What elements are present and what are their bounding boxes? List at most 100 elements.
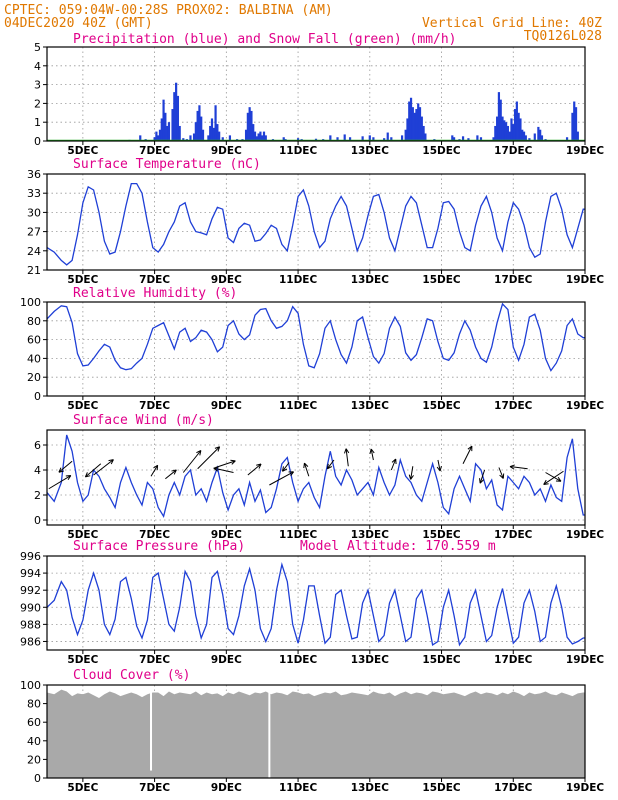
precip-bar bbox=[158, 129, 162, 141]
x-tick-label: 19DEC bbox=[566, 782, 605, 794]
precip-bar bbox=[372, 137, 375, 141]
precip-bar bbox=[189, 135, 192, 141]
precip-bar bbox=[252, 124, 255, 141]
precip-bar bbox=[467, 138, 470, 141]
y-tick-label: 33 bbox=[27, 187, 41, 200]
precip-bar bbox=[153, 137, 156, 141]
precip-bar bbox=[492, 137, 495, 141]
y-tick-label: 992 bbox=[20, 584, 41, 597]
precip-bar bbox=[160, 118, 163, 141]
wind-vector bbox=[85, 463, 102, 478]
wind-vector bbox=[213, 467, 234, 473]
y-tick-label: 20 bbox=[27, 371, 41, 384]
precip-bar bbox=[218, 131, 221, 141]
panel-title-wind: Surface Wind (m/s) bbox=[73, 413, 214, 428]
wind-vector bbox=[545, 472, 562, 482]
y-tick-label: 2 bbox=[34, 489, 41, 502]
precip-bar bbox=[178, 125, 181, 141]
precip-bar bbox=[296, 138, 300, 141]
precip-bar bbox=[411, 107, 414, 141]
panel-precip bbox=[43, 46, 586, 145]
x-tick-label: 9DEC bbox=[211, 274, 242, 286]
precip-bar bbox=[510, 118, 513, 141]
precip-bar bbox=[336, 137, 339, 141]
precip-bar bbox=[533, 133, 536, 141]
precip-bar bbox=[200, 116, 203, 141]
x-tick-label: 17DEC bbox=[494, 274, 533, 286]
wind-vector-head bbox=[509, 464, 515, 470]
wind-vector bbox=[269, 471, 294, 486]
y-tick-label: 2 bbox=[34, 97, 41, 110]
wind-vector-head bbox=[555, 476, 562, 482]
precip-bar bbox=[244, 129, 248, 141]
precip-bar bbox=[422, 125, 425, 141]
precip-bar bbox=[162, 99, 165, 141]
precip-bar bbox=[413, 112, 416, 141]
cloud-area bbox=[47, 689, 585, 778]
panel-title-rh: Relative Humidity (%) bbox=[73, 286, 237, 301]
panel-frame-rh bbox=[46, 301, 586, 397]
panel-frame-cloud bbox=[46, 684, 586, 779]
wind-vector-head bbox=[303, 462, 309, 469]
wind-vector bbox=[498, 467, 504, 479]
precip-bar bbox=[408, 101, 411, 141]
precip-bar bbox=[517, 112, 520, 141]
wind-vector bbox=[215, 460, 236, 468]
wind-vector bbox=[462, 445, 473, 464]
x-tick-label: 17DEC bbox=[494, 529, 533, 541]
panel-frame-precip bbox=[46, 46, 586, 142]
precip-bar bbox=[171, 109, 174, 141]
wind-vector-head bbox=[499, 473, 505, 479]
precip-bar bbox=[253, 131, 257, 141]
y-tick-label: 24 bbox=[27, 245, 41, 258]
header-line3-right: TQ0126L028 bbox=[524, 29, 602, 44]
y-tick-label: 30 bbox=[27, 206, 41, 219]
precip-bar bbox=[201, 129, 205, 141]
header-line2-left: 04DEC2020 40Z (GMT) bbox=[4, 16, 153, 31]
y-tick-label: 60 bbox=[27, 334, 41, 347]
x-tick-label: 5DEC bbox=[67, 782, 98, 794]
wind-vector-head bbox=[196, 450, 202, 456]
precip-bar bbox=[157, 135, 160, 141]
precip-bar bbox=[192, 133, 196, 141]
precip-bar bbox=[196, 110, 199, 141]
precip-bar bbox=[539, 129, 542, 141]
x-tick-label: 7DEC bbox=[139, 529, 170, 541]
precip-bar bbox=[209, 125, 212, 141]
wind-vector-head bbox=[436, 466, 442, 472]
x-tick-label: 19DEC bbox=[566, 274, 605, 286]
wind-vector-head bbox=[171, 469, 177, 475]
y-tick-label: 80 bbox=[27, 698, 41, 711]
x-tick-label: 17DEC bbox=[494, 782, 533, 794]
precip-bar bbox=[571, 112, 574, 141]
y-tick-label: 996 bbox=[20, 550, 41, 563]
y-tick-label: 988 bbox=[20, 618, 41, 631]
precip-bar bbox=[522, 131, 526, 141]
precip-bar bbox=[228, 135, 232, 141]
precip-bar bbox=[409, 97, 413, 141]
precip-bar bbox=[198, 105, 201, 141]
wind-vector-head bbox=[467, 445, 473, 452]
wind-vector bbox=[182, 450, 202, 473]
x-tick-label: 13DEC bbox=[351, 400, 390, 412]
y-tick-label: 994 bbox=[20, 567, 41, 580]
precip-bar bbox=[417, 103, 420, 141]
wind-vector bbox=[326, 459, 335, 470]
y-tick-label: 986 bbox=[20, 635, 41, 648]
panel-frame-pressure bbox=[46, 555, 586, 651]
panel-title-pressure: Surface Pressure (hPa) bbox=[73, 539, 245, 554]
precip-bar bbox=[512, 124, 515, 141]
x-tick-label: 5DEC bbox=[67, 654, 98, 666]
precip-bar bbox=[540, 135, 544, 141]
x-tick-label: 11DEC bbox=[279, 145, 318, 157]
panel-rh bbox=[43, 301, 586, 400]
cloud-dip bbox=[268, 685, 271, 778]
x-tick-label: 5DEC bbox=[67, 400, 98, 412]
precip-bar bbox=[194, 122, 197, 141]
precip-bar bbox=[264, 135, 267, 141]
precip-bar bbox=[175, 82, 178, 141]
wind-vector bbox=[58, 460, 73, 473]
precip-bar bbox=[139, 135, 142, 141]
wind-vector bbox=[282, 462, 290, 472]
